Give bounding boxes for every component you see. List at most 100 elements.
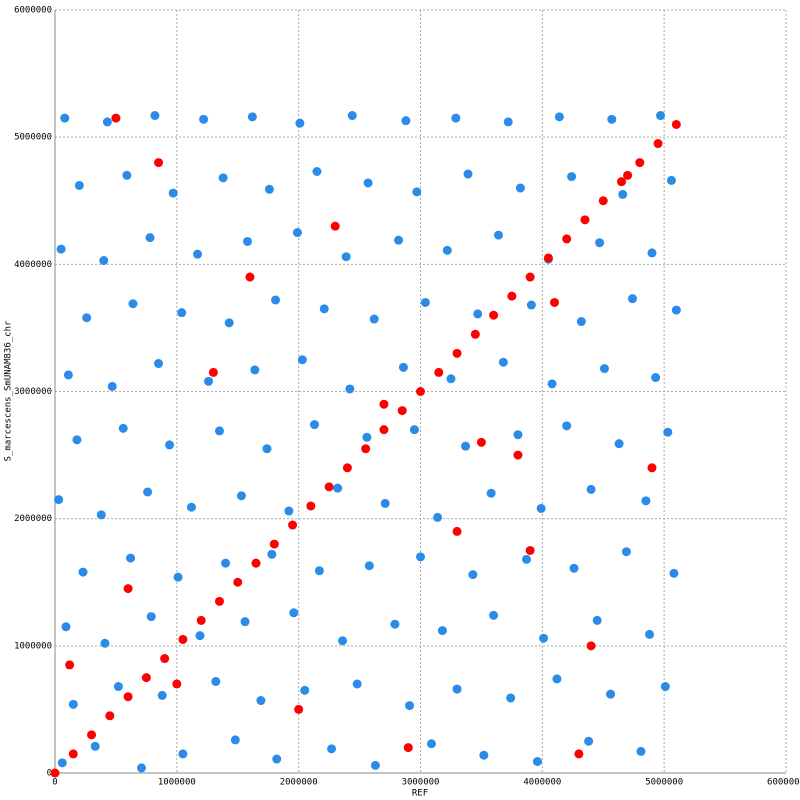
point bbox=[294, 704, 304, 714]
point bbox=[218, 173, 228, 183]
point bbox=[100, 638, 110, 648]
point bbox=[607, 114, 617, 124]
point bbox=[586, 641, 596, 651]
point bbox=[412, 187, 422, 197]
point bbox=[363, 178, 373, 188]
point bbox=[341, 252, 351, 262]
y-tick-label: 1000000 bbox=[14, 641, 52, 651]
point bbox=[262, 444, 272, 454]
point bbox=[398, 362, 408, 372]
point bbox=[614, 439, 624, 449]
point bbox=[306, 501, 316, 511]
point bbox=[525, 545, 535, 555]
point bbox=[476, 437, 486, 447]
y-tick-label: 3000000 bbox=[14, 387, 52, 397]
y-tick-label: 2000000 bbox=[14, 514, 52, 524]
point bbox=[420, 297, 430, 307]
point bbox=[102, 117, 112, 127]
point bbox=[369, 314, 379, 324]
point bbox=[513, 450, 523, 460]
point bbox=[595, 238, 605, 248]
point bbox=[543, 253, 553, 263]
point bbox=[82, 313, 92, 323]
point bbox=[284, 506, 294, 516]
point bbox=[154, 158, 164, 168]
point bbox=[122, 170, 132, 180]
point bbox=[230, 735, 240, 745]
x-tick-label: 2000000 bbox=[280, 778, 318, 788]
point bbox=[434, 367, 444, 377]
point bbox=[380, 498, 390, 508]
point bbox=[240, 617, 250, 627]
y-tick-label: 5000000 bbox=[14, 133, 52, 143]
point bbox=[178, 634, 188, 644]
point bbox=[295, 118, 305, 128]
point bbox=[635, 158, 645, 168]
point bbox=[107, 381, 117, 391]
point bbox=[233, 577, 243, 587]
point bbox=[214, 426, 224, 436]
point bbox=[157, 690, 167, 700]
point bbox=[569, 563, 579, 573]
point bbox=[314, 566, 324, 576]
point bbox=[333, 483, 343, 493]
point bbox=[437, 626, 447, 636]
point bbox=[586, 484, 596, 494]
point bbox=[525, 272, 535, 282]
point bbox=[211, 676, 221, 686]
point bbox=[172, 679, 182, 689]
point bbox=[627, 294, 637, 304]
point bbox=[126, 553, 136, 563]
point bbox=[403, 743, 413, 753]
point bbox=[168, 188, 178, 198]
x-tick-label: 4000000 bbox=[523, 778, 561, 788]
point bbox=[256, 696, 266, 706]
point bbox=[272, 754, 282, 764]
point bbox=[224, 318, 234, 328]
point bbox=[271, 295, 281, 305]
point bbox=[177, 308, 187, 318]
point bbox=[641, 496, 651, 506]
point bbox=[539, 633, 549, 643]
point bbox=[379, 399, 389, 409]
point bbox=[503, 117, 513, 127]
point bbox=[656, 111, 666, 121]
point bbox=[208, 367, 218, 377]
point bbox=[617, 177, 627, 187]
point bbox=[78, 567, 88, 577]
point bbox=[663, 427, 673, 437]
point bbox=[50, 768, 60, 778]
point bbox=[507, 291, 517, 301]
point bbox=[451, 113, 461, 123]
point bbox=[479, 750, 489, 760]
y-tick-label: 4000000 bbox=[14, 260, 52, 270]
point bbox=[671, 305, 681, 315]
x-tick-label: 6000000 bbox=[767, 778, 800, 788]
point bbox=[54, 495, 64, 505]
point bbox=[592, 615, 602, 625]
point bbox=[74, 180, 84, 190]
point bbox=[113, 682, 123, 692]
point bbox=[515, 183, 525, 193]
point bbox=[452, 348, 462, 358]
point bbox=[345, 384, 355, 394]
point bbox=[128, 299, 138, 309]
point bbox=[390, 619, 400, 629]
point bbox=[165, 440, 175, 450]
y-tick-label: 0 bbox=[47, 769, 52, 779]
point bbox=[416, 387, 425, 396]
point bbox=[137, 763, 147, 773]
point bbox=[498, 357, 508, 367]
point bbox=[567, 172, 577, 182]
point bbox=[247, 112, 257, 122]
point bbox=[96, 510, 106, 520]
point bbox=[141, 673, 151, 683]
point bbox=[653, 139, 663, 149]
point bbox=[330, 221, 340, 231]
point bbox=[178, 749, 188, 759]
point bbox=[645, 629, 655, 639]
point bbox=[486, 488, 496, 498]
point bbox=[173, 572, 183, 582]
point bbox=[574, 749, 584, 759]
